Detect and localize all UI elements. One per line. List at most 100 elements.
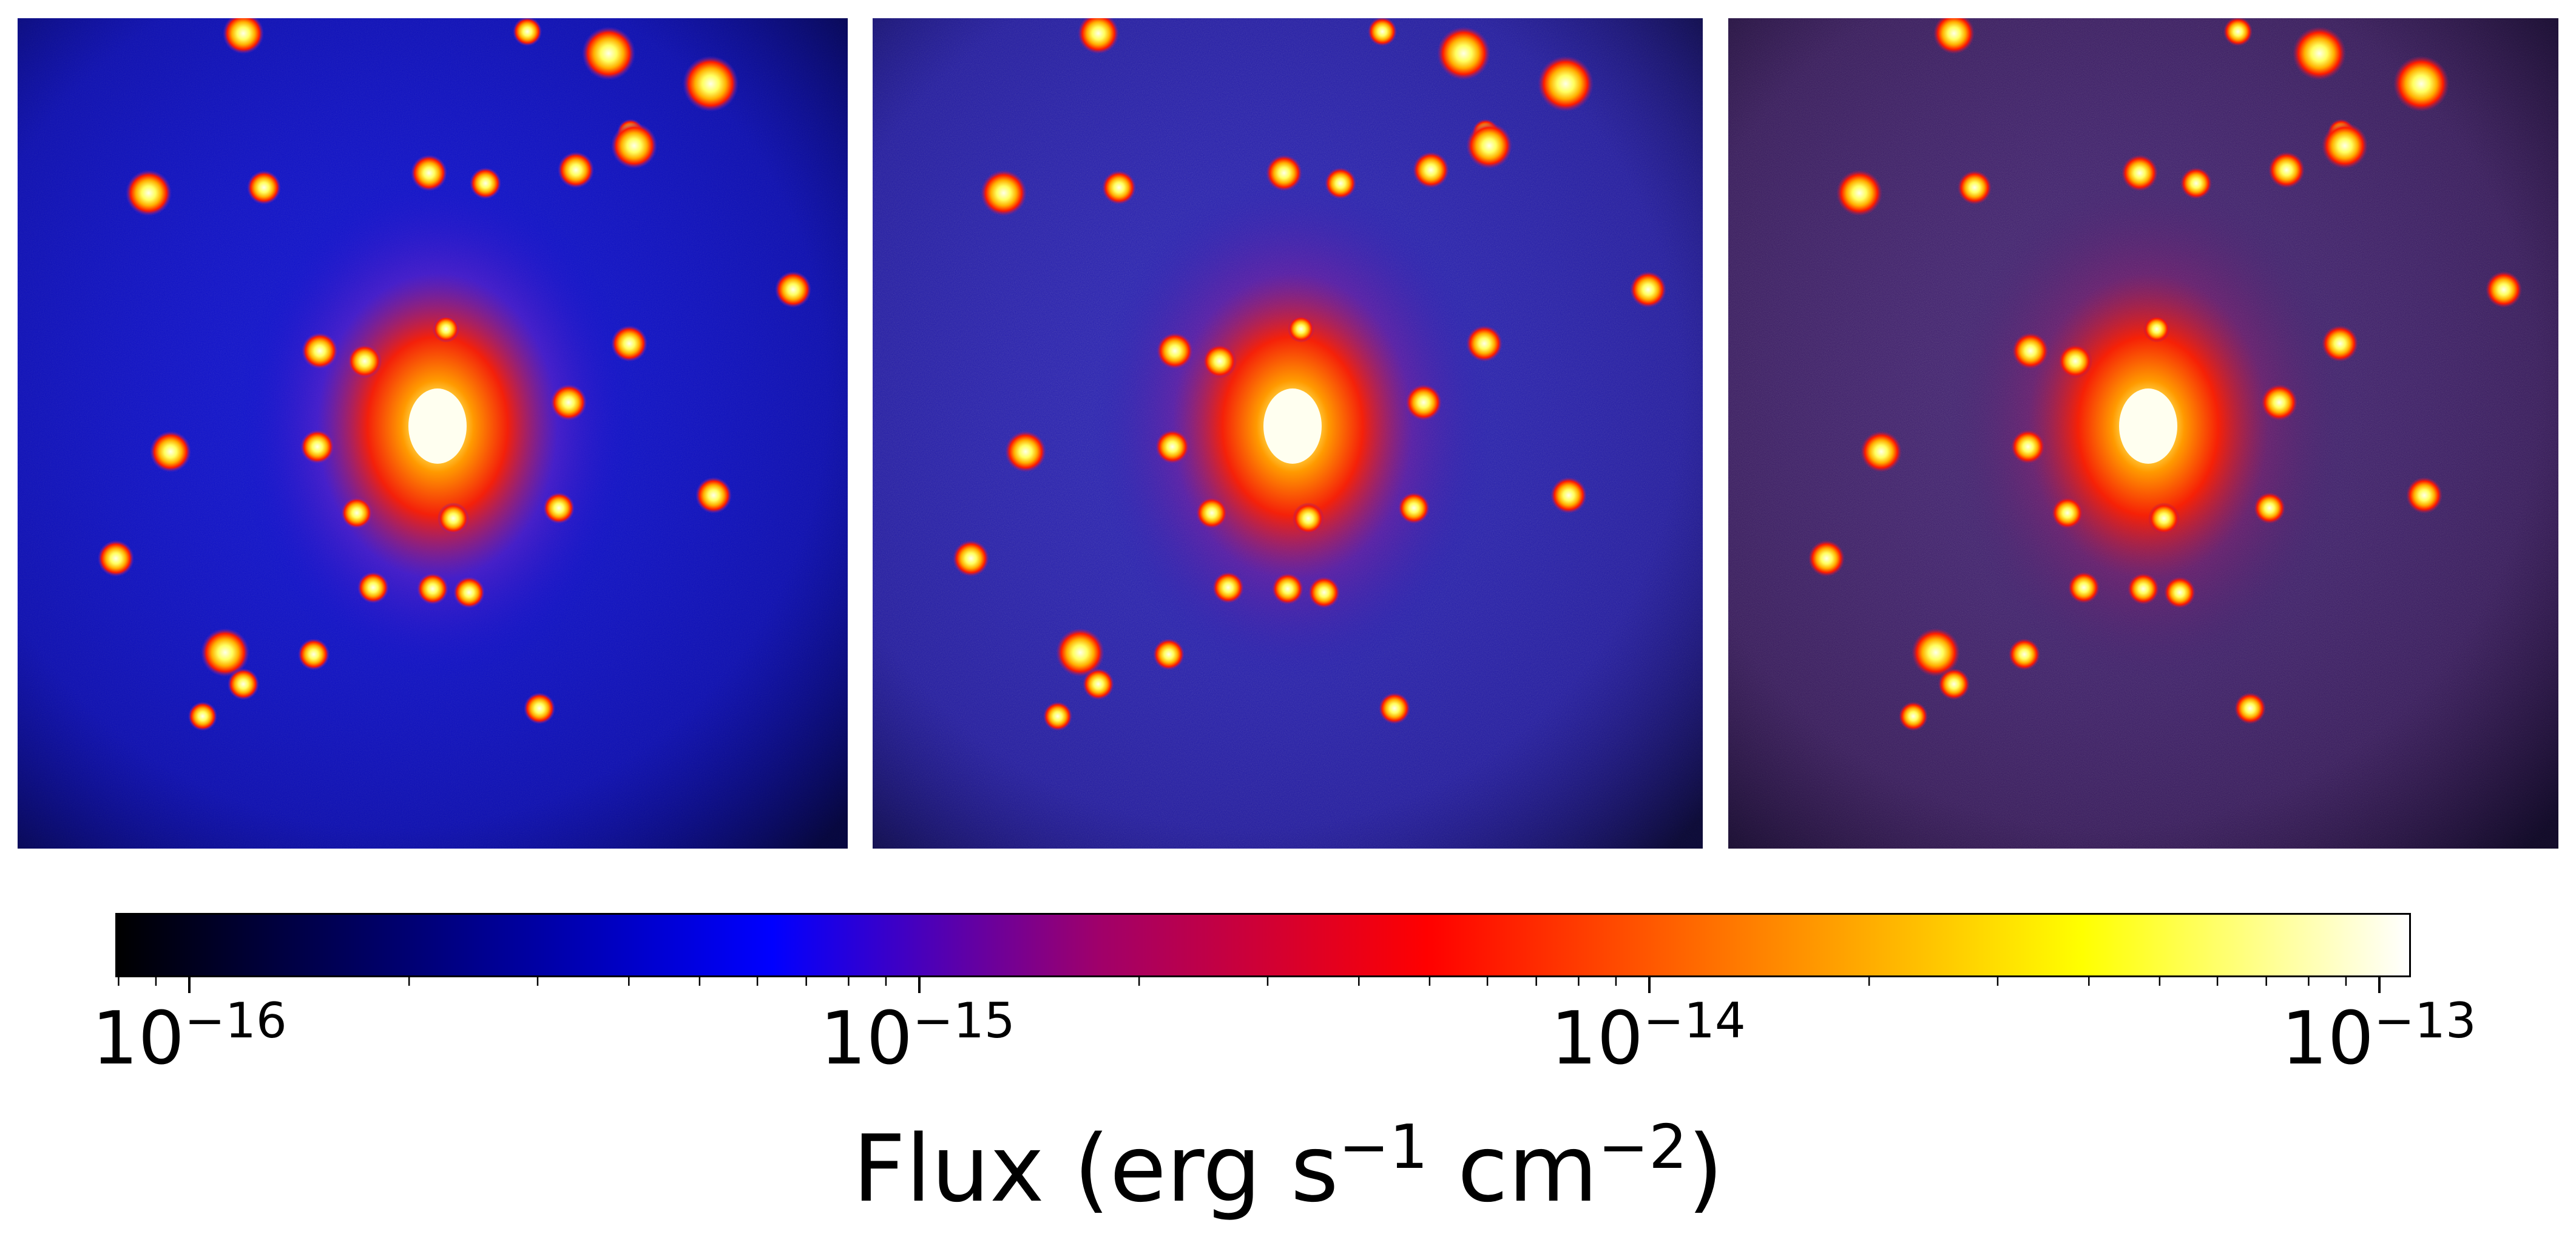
galaxy-core [2119, 388, 2177, 464]
point-source [2143, 316, 2170, 342]
image-panel-1 [18, 18, 848, 849]
point-source [524, 693, 555, 724]
point-source [1325, 168, 1356, 199]
point-source [1437, 27, 1490, 80]
point-source [1958, 171, 1992, 205]
point-source [1288, 316, 1314, 342]
flux-map-2 [873, 18, 1703, 849]
point-source [1379, 693, 1410, 724]
point-source [2486, 271, 2522, 308]
point-source [150, 431, 191, 472]
point-source [2068, 572, 2100, 603]
point-source [1466, 325, 1503, 362]
point-source [543, 492, 575, 524]
point-source [2058, 344, 2092, 378]
point-source [2393, 56, 2449, 112]
point-source [433, 316, 459, 342]
point-source [300, 430, 334, 464]
point-source [2180, 168, 2212, 199]
point-source [98, 540, 134, 577]
point-source [1808, 540, 1845, 577]
point-source [1157, 333, 1193, 369]
point-source [981, 170, 1027, 216]
point-source [582, 27, 635, 80]
point-source [695, 477, 732, 514]
galaxy-core [1263, 388, 1322, 464]
point-source [1056, 628, 1104, 677]
point-source [1005, 431, 1046, 472]
point-source [1630, 271, 1666, 308]
point-source [1368, 18, 1397, 46]
point-source [341, 497, 373, 529]
point-source [513, 18, 542, 46]
point-source [2223, 18, 2253, 46]
flux-map-3 [1728, 18, 2558, 849]
point-source [1538, 56, 1594, 112]
point-source [302, 333, 338, 369]
colorbar-label: Flux (erg s−1 cm−2) [852, 1111, 1723, 1223]
point-source [1413, 152, 1449, 188]
point-source [2268, 152, 2305, 188]
point-source [223, 18, 264, 54]
point-source [1155, 430, 1189, 464]
colorbar-tick-label: 10−15 [820, 992, 1015, 1081]
point-source [2322, 123, 2368, 169]
point-source [1933, 18, 1975, 54]
point-source [1398, 492, 1430, 524]
point-source [126, 170, 172, 216]
image-panel-3 [1728, 18, 2558, 849]
point-source [2052, 497, 2083, 529]
point-source [1899, 702, 1928, 731]
point-source [2261, 384, 2297, 421]
point-source [2012, 333, 2049, 369]
point-source [2011, 430, 2045, 464]
point-source [683, 56, 739, 112]
point-source [2322, 325, 2358, 362]
point-source [188, 702, 217, 731]
point-source [1153, 639, 1185, 670]
point-source [2293, 27, 2346, 80]
colorbar-ticks [118, 977, 2381, 993]
point-source [1203, 344, 1237, 378]
point-source [453, 577, 485, 608]
point-source [775, 271, 811, 308]
flux-map-1 [18, 18, 848, 849]
point-source [1861, 431, 1902, 472]
point-source [611, 123, 657, 169]
colorbar-tick-label: 10−14 [1550, 992, 1746, 1081]
colorbar-tick-label: 10−16 [92, 992, 287, 1081]
point-source [1293, 503, 1324, 534]
point-source [2254, 492, 2285, 524]
point-source [1308, 577, 1340, 608]
point-source [1043, 702, 1072, 731]
point-source [438, 503, 469, 534]
colorbar-tick-label: 10−13 [2281, 992, 2476, 1081]
point-source [1266, 155, 1302, 191]
point-source [1466, 123, 1512, 169]
point-source [1212, 572, 1244, 603]
point-source [611, 325, 647, 362]
point-source [1272, 573, 1303, 605]
point-source [1938, 668, 1970, 700]
point-source [2234, 693, 2266, 724]
colorbar [115, 913, 2411, 977]
point-source [1836, 170, 1882, 216]
point-source [357, 572, 389, 603]
point-source [953, 540, 989, 577]
point-source [2009, 639, 2040, 670]
point-source [228, 668, 259, 700]
point-source [1083, 668, 1114, 700]
point-source [1912, 628, 1960, 677]
image-panel-2 [873, 18, 1703, 849]
point-source [298, 639, 330, 670]
point-source [558, 152, 594, 188]
point-source [1078, 18, 1119, 54]
point-source [550, 384, 587, 421]
point-source [1196, 497, 1228, 529]
point-source [2121, 155, 2158, 191]
point-source [1550, 477, 1587, 514]
point-source [348, 344, 382, 378]
point-source [2128, 573, 2159, 605]
point-source [247, 171, 281, 205]
point-source [2406, 477, 2442, 514]
